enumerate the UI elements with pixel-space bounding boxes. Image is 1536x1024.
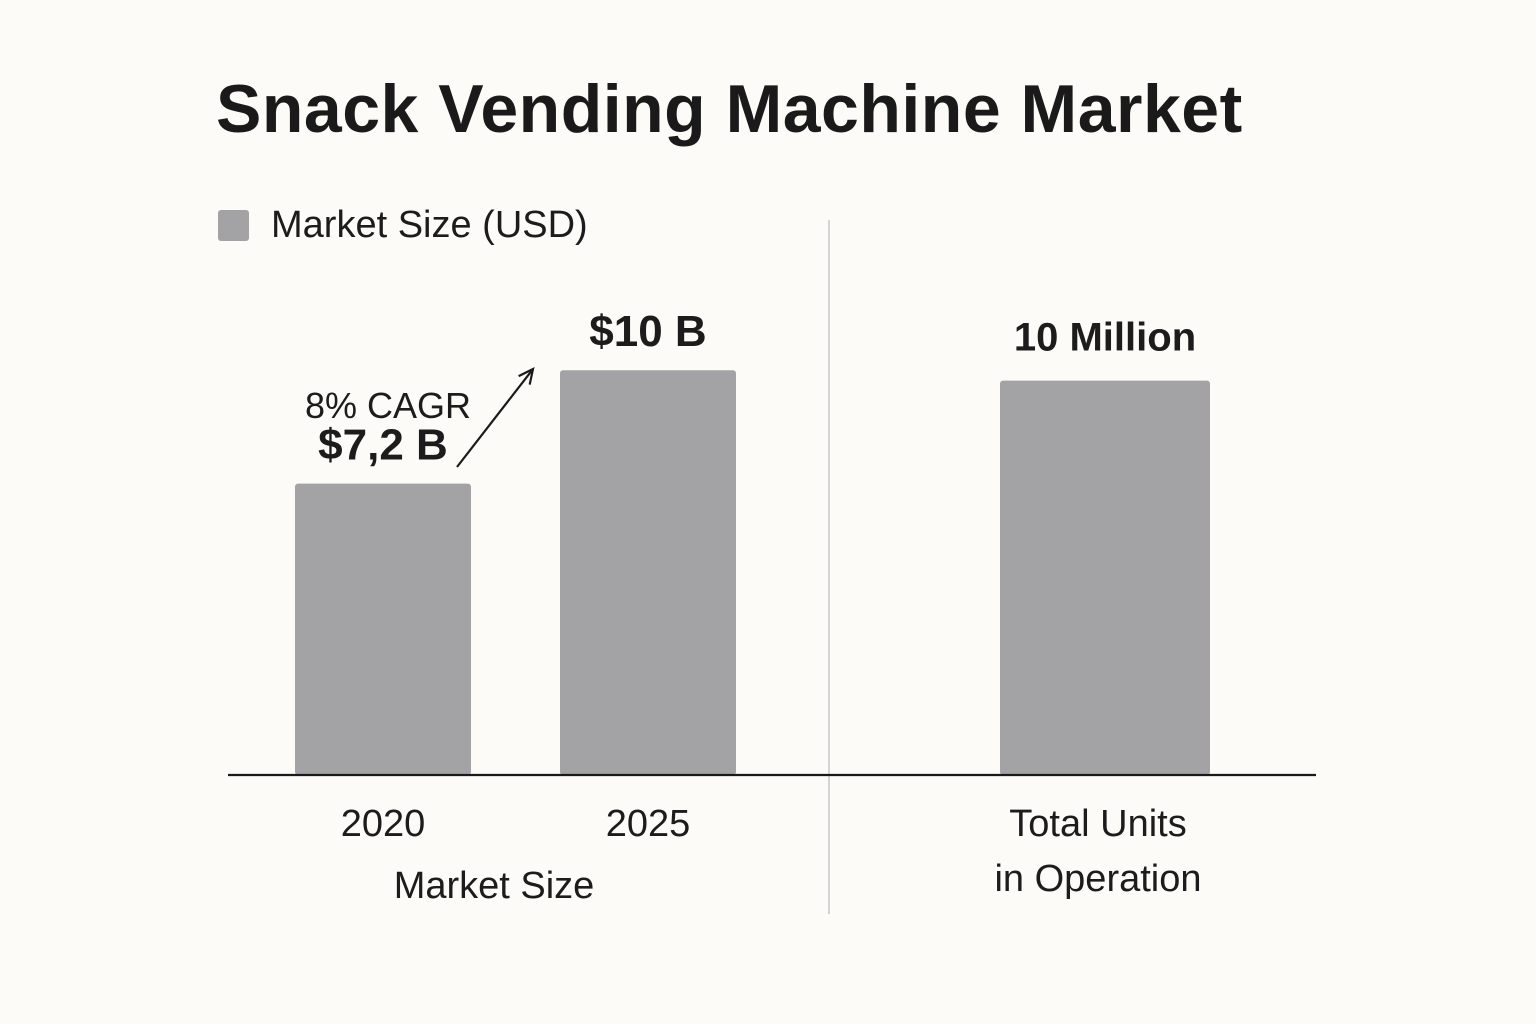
value-label-2020: $7,2 B [318,421,448,470]
cagr-arrowhead [518,367,535,385]
tick-label-2025: 2025 [606,803,691,845]
x-axis-label: Market Size [394,865,595,907]
bar-2025 [560,370,736,775]
tick-label-2020: 2020 [341,803,426,845]
tick-label-total-units-line-2: in Operation [994,858,1201,900]
legend-label: Market Size (USD) [271,204,588,246]
value-label-2025: $10 B [589,307,706,356]
cagr-annotation: 8% CAGR [305,385,471,426]
bar-2020 [295,483,471,775]
legend: Market Size (USD) [218,204,588,247]
chart-title: Snack Vending Machine Market [216,71,1243,147]
bar-total-units [1000,380,1210,775]
tick-label-total-units-line-1: Total Units [1009,803,1186,845]
cagr-arrow [456,368,534,468]
value-label-total-units: 10 Million [1014,316,1196,360]
legend-swatch [218,210,249,241]
